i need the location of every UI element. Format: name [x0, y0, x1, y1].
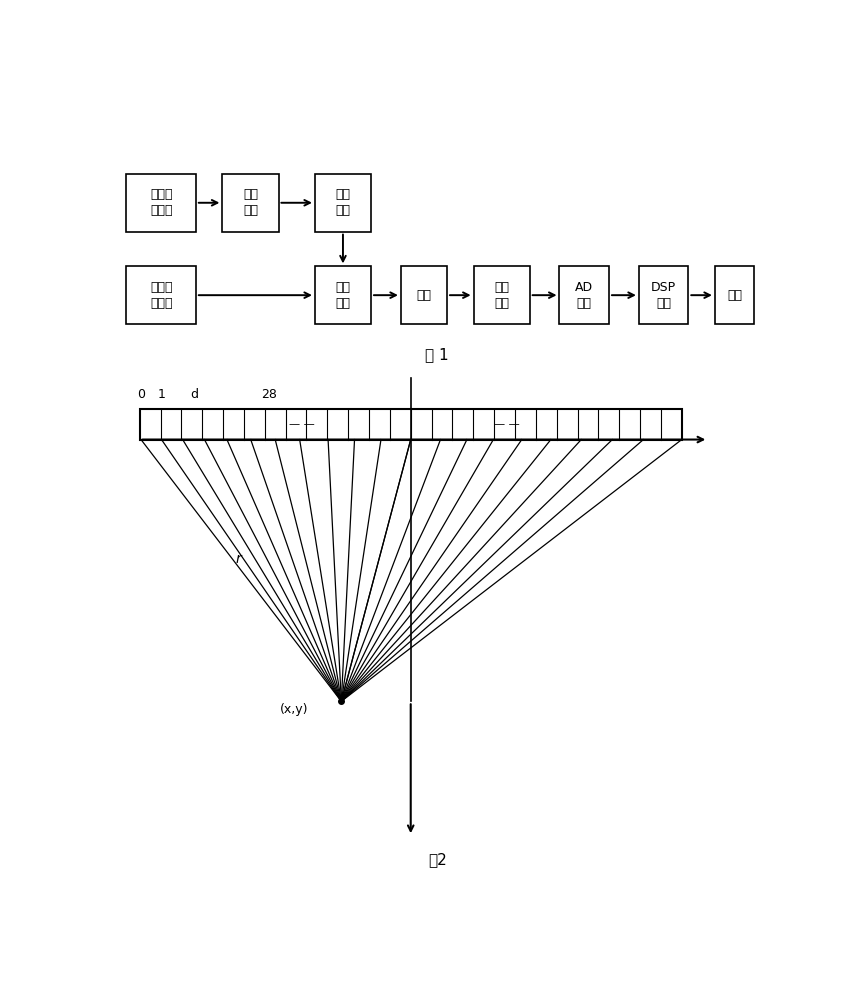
Text: d: d [190, 388, 198, 401]
Text: 图2: 图2 [428, 852, 446, 867]
Text: 发射束
焦计算: 发射束 焦计算 [150, 188, 172, 217]
Bar [314, 174, 371, 232]
Text: 显示: 显示 [726, 289, 741, 302]
Text: 图 1: 图 1 [425, 347, 448, 362]
Text: DSP
处理: DSP 处理 [650, 281, 676, 310]
Text: 发射
控制: 发射 控制 [243, 188, 257, 217]
Bar [126, 266, 196, 324]
Bar [559, 266, 608, 324]
Bar [126, 174, 196, 232]
Text: (x,y): (x,y) [279, 703, 308, 716]
Bar [400, 266, 446, 324]
Bar [140, 409, 681, 440]
Text: 人体
组织: 人体 组织 [335, 188, 350, 217]
Text: 0: 0 [137, 388, 145, 401]
Text: 1: 1 [158, 388, 165, 401]
Text: 28: 28 [261, 388, 276, 401]
Bar [638, 266, 688, 324]
Bar [314, 266, 371, 324]
Bar [714, 266, 754, 324]
Bar [222, 174, 278, 232]
Text: r: r [236, 552, 241, 566]
Bar [473, 266, 529, 324]
Text: — —: — — [289, 419, 314, 429]
Text: 接收束
焦计算: 接收束 焦计算 [150, 281, 172, 310]
Text: 模拟
处理: 模拟 处理 [493, 281, 509, 310]
Text: 解调
器件: 解调 器件 [335, 281, 350, 310]
Text: — —: — — [493, 419, 519, 429]
Text: 合并: 合并 [416, 289, 431, 302]
Text: AD
交换: AD 交换 [574, 281, 593, 310]
